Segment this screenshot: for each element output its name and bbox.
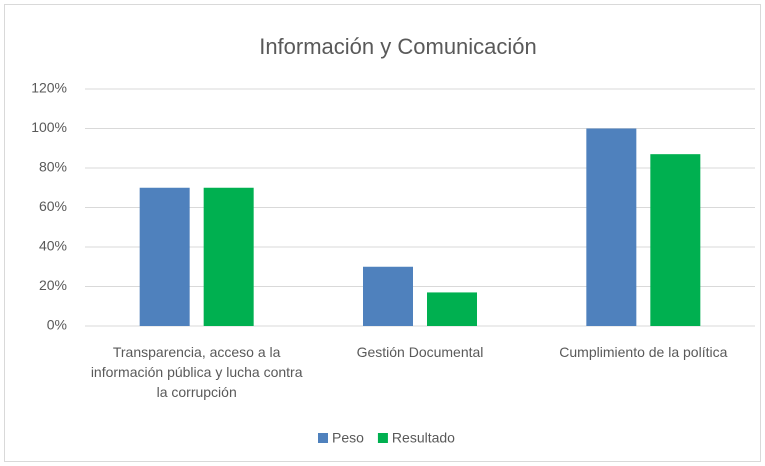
legend-label: Resultado: [392, 430, 455, 446]
y-tick-label: 100%: [31, 119, 67, 135]
y-tick-label: 60%: [39, 198, 67, 214]
x-tick-label: Cumplimiento de la política: [559, 344, 728, 360]
bar: [203, 187, 254, 326]
y-tick-label: 120%: [31, 80, 67, 96]
bar: [139, 187, 190, 326]
y-tick-label: 20%: [39, 277, 67, 293]
bar: [650, 154, 701, 326]
bar: [586, 128, 637, 326]
y-tick-label: 0%: [47, 317, 67, 333]
bar: [427, 292, 477, 326]
y-tick-label: 40%: [39, 238, 67, 254]
x-tick-label: Transparencia, acceso a la información p…: [90, 344, 303, 400]
bar: [363, 266, 413, 326]
legend-swatch: [377, 433, 388, 443]
x-tick-label: Gestión Documental: [356, 344, 484, 360]
y-tick-label: 80%: [39, 159, 67, 175]
chart-title: Información y Comunicación: [259, 34, 537, 59]
legend-label: Peso: [332, 430, 364, 446]
legend-swatch: [318, 433, 328, 443]
